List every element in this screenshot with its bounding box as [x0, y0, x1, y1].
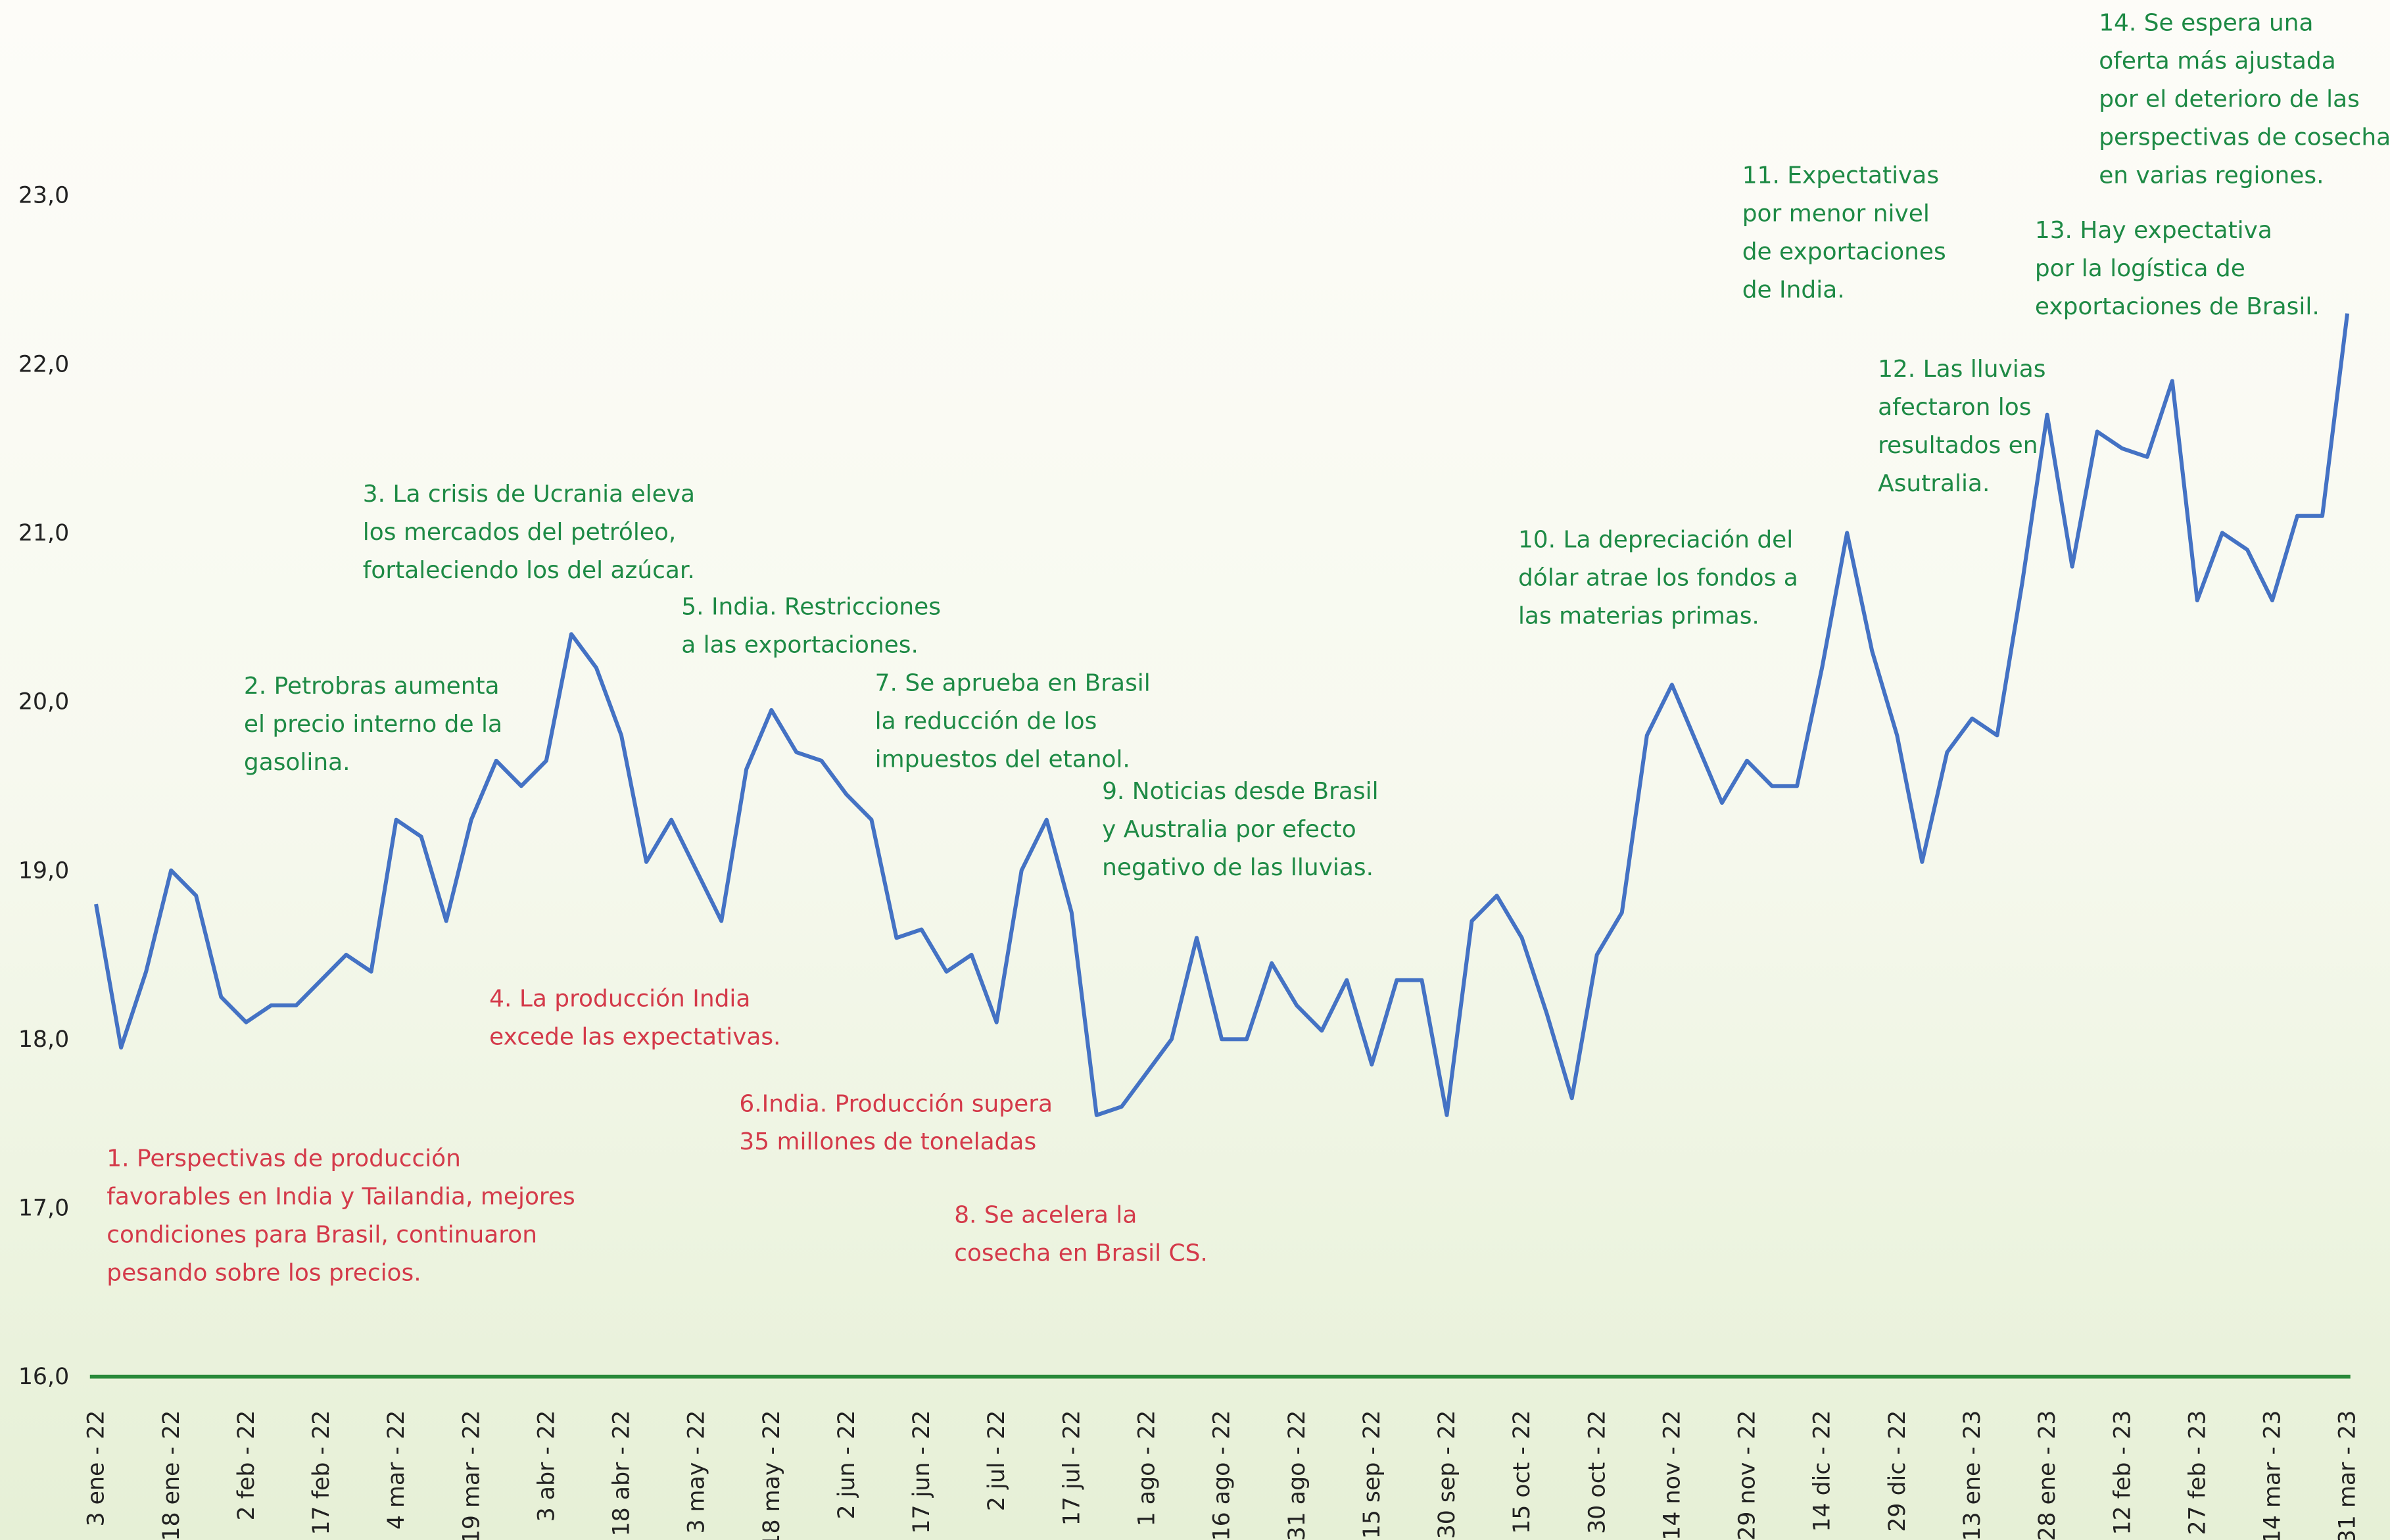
x-tick-label: 17 jul - 22 [1059, 1410, 1085, 1526]
annotation: fortaleciendo los del azúcar. [363, 557, 695, 584]
x-tick-label: 14 nov - 22 [1659, 1410, 1685, 1540]
x-tick-label: 19 mar - 22 [458, 1410, 485, 1540]
x-tick-label: 2 jul - 22 [984, 1410, 1010, 1511]
annotation: resultados en [1878, 432, 2038, 459]
x-tick-label: 18 abr - 22 [609, 1410, 635, 1537]
annotation: y Australia por efecto [1102, 816, 1356, 843]
annotation: por menor nivel [1742, 200, 1930, 227]
annotation: 35 millones de toneladas [739, 1128, 1036, 1155]
annotation: 7. Se aprueba en Brasil [875, 669, 1151, 696]
annotation: pesando sobre los precios. [107, 1260, 421, 1287]
annotation: condiciones para Brasil, continuaron [107, 1222, 537, 1249]
annotation: 3. La crisis de Ucrania eleva [363, 481, 695, 508]
price-line [94, 313, 2350, 1117]
annotation: a las exportaciones. [681, 631, 919, 658]
y-tick-label: 22,0 [18, 351, 69, 377]
annotation: negativo de las lluvias. [1102, 854, 1374, 881]
x-tick-label: 15 sep - 22 [1359, 1410, 1385, 1539]
x-tick-label: 30 oct - 22 [1584, 1410, 1610, 1534]
annotation: de exportaciones [1742, 238, 1946, 265]
annotation: las materias primas. [1518, 602, 1759, 629]
x-tick-label: 29 nov - 22 [1734, 1410, 1761, 1540]
annotation: 9. Noticias desde Brasil [1102, 778, 1379, 805]
x-tick-label: 12 feb - 23 [2109, 1410, 2136, 1535]
x-tick-label: 16 ago - 22 [1209, 1410, 1235, 1540]
annotation: de India. [1742, 276, 1845, 303]
y-tick-label: 17,0 [18, 1195, 69, 1222]
x-tick-label: 27 feb - 23 [2184, 1410, 2211, 1535]
annotation: la reducción de los [875, 708, 1097, 734]
annotation: el precio interno de la [244, 711, 502, 738]
annotation: dólar atrae los fondos a [1518, 564, 1798, 591]
annotation: exportaciones de Brasil. [2035, 293, 2320, 320]
annotation: los mercados del petróleo, [363, 519, 677, 546]
x-tick-label: 15 oct - 22 [1509, 1410, 1535, 1534]
x-tick-label: 14 mar - 23 [2260, 1410, 2286, 1540]
annotation: 11. Expectativas [1742, 162, 1939, 189]
y-tick-label: 16,0 [18, 1364, 69, 1390]
annotation: afectaron los [1878, 394, 2031, 421]
y-tick-label: 21,0 [18, 520, 69, 546]
annotation: cosecha en Brasil CS. [954, 1239, 1208, 1266]
x-tick-label: 30 sep - 22 [1434, 1410, 1460, 1539]
x-tick-label: 4 mar - 22 [383, 1410, 410, 1530]
annotation: gasolina. [244, 749, 350, 776]
annotation: 6.India. Producción supera [739, 1090, 1053, 1117]
x-tick-label: 13 ene - 23 [1959, 1410, 1986, 1540]
annotation: Asutralia. [1878, 470, 1990, 497]
x-tick-label: 17 feb - 22 [308, 1410, 335, 1535]
annotation: en varias regiones. [2099, 162, 2324, 189]
x-tick-label: 3 abr - 22 [533, 1410, 560, 1522]
x-tick-label: 28 ene - 23 [2034, 1410, 2061, 1540]
annotation: excede las expectativas. [489, 1023, 780, 1050]
x-tick-label: 3 ene - 22 [84, 1410, 110, 1527]
x-tick-label: 31 ago - 22 [1284, 1410, 1310, 1540]
annotation: 5. India. Restricciones [681, 594, 941, 621]
x-tick-label: 18 ene - 22 [158, 1410, 185, 1540]
x-tick-label: 17 jun - 22 [909, 1410, 935, 1534]
annotation: 4. La producción India [489, 985, 750, 1012]
x-tick-label: 31 mar - 23 [2335, 1410, 2361, 1540]
annotation: perspectivas de cosecha [2099, 124, 2390, 151]
y-tick-label: 18,0 [18, 1026, 69, 1053]
annotation: impuestos del etanol. [875, 746, 1130, 773]
annotation: 1. Perspectivas de producción [107, 1145, 461, 1172]
x-tick-label: 1 ago - 22 [1134, 1410, 1160, 1527]
annotation: 14. Se espera una [2099, 10, 2313, 37]
y-tick-label: 19,0 [18, 857, 69, 884]
annotation: favorables en India y Tailandia, mejores [107, 1184, 575, 1211]
annotation: 2. Petrobras aumenta [244, 673, 500, 700]
x-tick-label: 14 dic - 22 [1809, 1410, 1836, 1532]
x-tick-label: 18 may - 22 [759, 1410, 785, 1540]
x-tick-label: 3 may - 22 [684, 1410, 710, 1534]
annotation: por el deterioro de las [2099, 86, 2360, 113]
annotation: por la logística de [2035, 255, 2245, 282]
x-tick-label: 29 dic - 22 [1884, 1410, 1911, 1532]
y-tick-label: 23,0 [18, 183, 69, 209]
annotation: oferta más ajustada [2099, 48, 2336, 75]
annotation: 8. Se acelera la [954, 1202, 1137, 1229]
x-tick-label: 2 jun - 22 [834, 1410, 860, 1520]
y-tick-label: 20,0 [18, 689, 69, 715]
annotation: 10. La depreciación del [1518, 527, 1793, 554]
annotation: 12. Las lluvias [1878, 356, 2045, 383]
x-tick-label: 2 feb - 22 [233, 1410, 260, 1521]
annotation: 13. Hay expectativa [2035, 217, 2272, 244]
